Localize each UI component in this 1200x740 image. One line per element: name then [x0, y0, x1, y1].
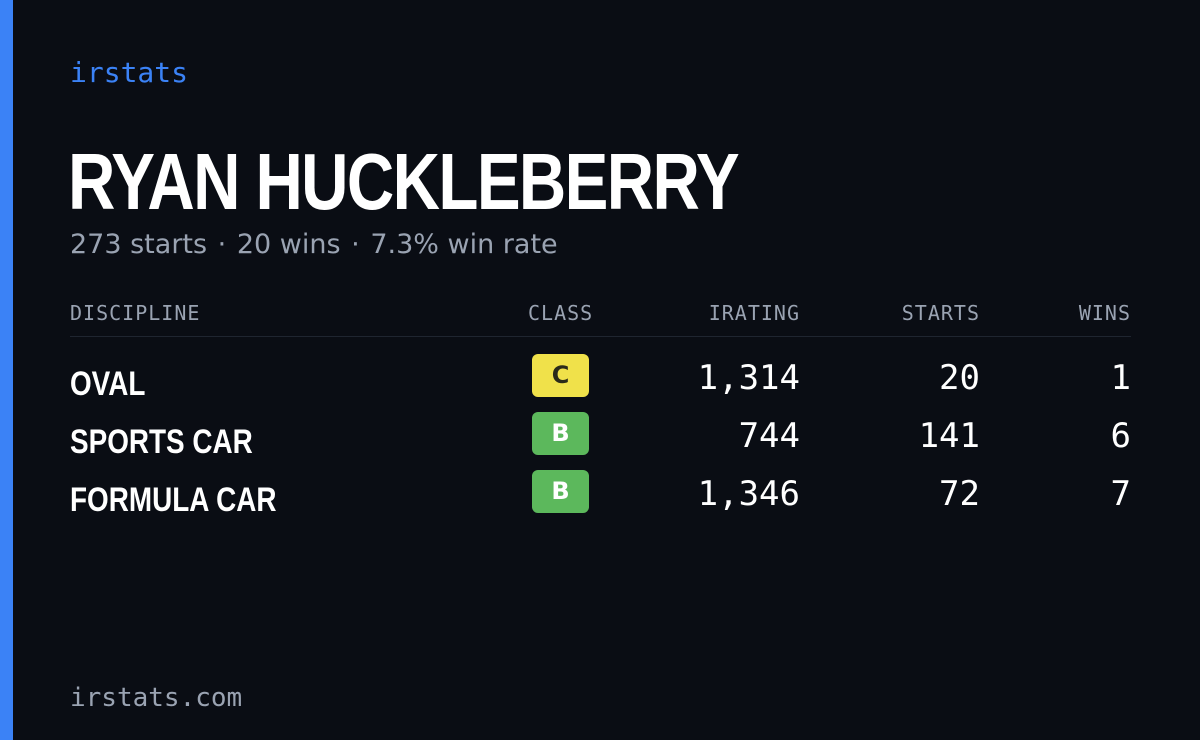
header-class: CLASS	[528, 301, 594, 325]
class-badge: C	[532, 354, 589, 397]
class-badge: B	[532, 470, 589, 513]
wins-value: 7	[1110, 474, 1131, 514]
header-discipline: DISCIPLINE	[70, 301, 201, 325]
table-row: OVAL C 1,314 20 1	[70, 350, 1131, 406]
footer-url: irstats.com	[70, 683, 243, 713]
table-header: DISCIPLINE CLASS IRATING STARTS WINS	[70, 298, 1131, 337]
discipline-name: SPORTS CAR	[70, 423, 253, 461]
starts-value: 20	[939, 358, 980, 398]
discipline-name: OVAL	[70, 365, 146, 403]
summary-starts: 273 starts	[70, 229, 208, 260]
summary-line: 273 starts · 20 wins · 7.3% win rate	[70, 226, 558, 264]
starts-value: 72	[939, 474, 980, 514]
wins-value: 1	[1110, 358, 1131, 398]
irating-value: 1,346	[697, 474, 800, 514]
table-row: SPORTS CAR B 744 141 6	[70, 408, 1131, 464]
starts-value: 141	[918, 416, 980, 456]
irating-value: 744	[738, 416, 800, 456]
driver-name: RYAN HUCKLEBERRY	[68, 137, 740, 226]
table-row: FORMULA CAR B 1,346 72 7	[70, 466, 1131, 522]
class-badge: B	[532, 412, 589, 455]
irating-value: 1,314	[697, 358, 800, 398]
summary-separator: ·	[217, 229, 227, 260]
accent-bar	[0, 0, 13, 740]
brand-logo: irstats	[70, 56, 189, 89]
summary-wins: 20 wins	[236, 229, 341, 260]
header-starts: STARTS	[901, 301, 980, 325]
summary-win-rate: 7.3% win rate	[370, 229, 558, 260]
discipline-name: FORMULA CAR	[70, 481, 277, 519]
wins-value: 6	[1110, 416, 1131, 456]
header-wins: WINS	[1078, 301, 1131, 325]
header-irating: IRATING	[708, 301, 800, 325]
summary-separator: ·	[351, 229, 360, 260]
